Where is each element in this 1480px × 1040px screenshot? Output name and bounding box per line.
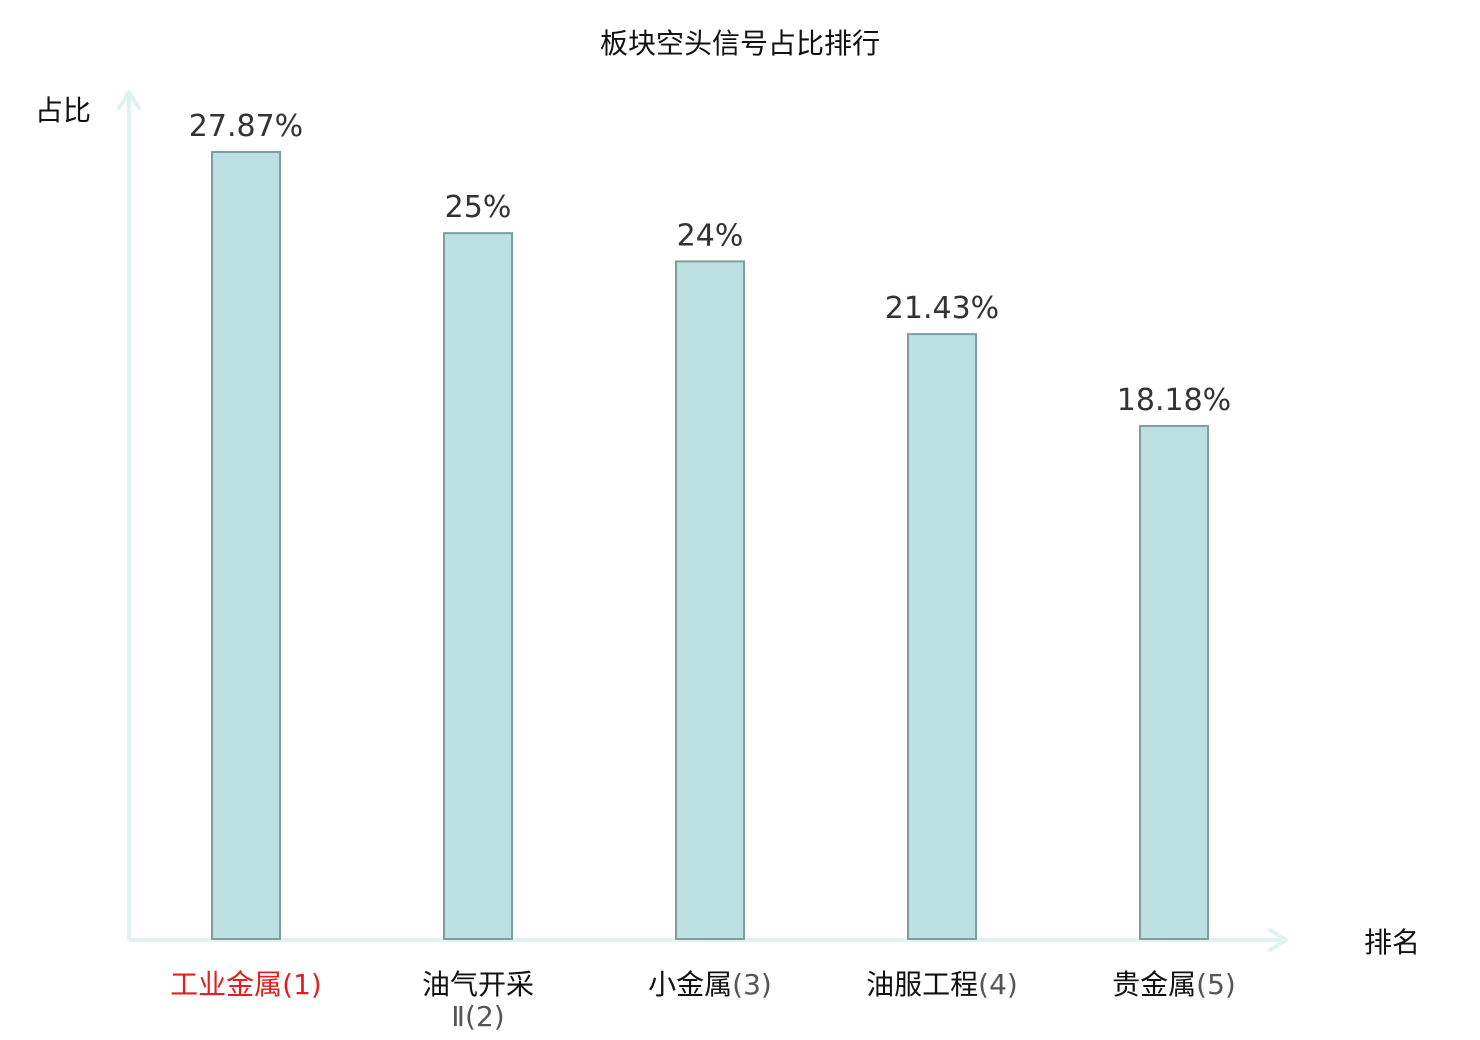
x-tick-category-name: 贵金属 [1112,968,1196,1001]
value-labels-group: 27.87% 25% 24% 21.43% 18.18% [189,109,1231,418]
x-tick-label: 小金属(3) [648,968,772,1001]
x-axis: 排名 [129,926,1420,959]
x-tick-rank: (3) [732,968,772,1001]
x-tick-category-name: 油服工程 [866,968,978,1001]
x-tick-category-name: 小金属 [648,968,732,1001]
x-axis-arrowhead [1268,928,1288,952]
bar [211,151,281,940]
bar [1139,424,1209,940]
bar-value-label: 21.43% [885,291,999,326]
bar-value-label: 18.18% [1117,383,1231,418]
x-tick-label: 贵金属(5) [1112,968,1236,1001]
x-tick-label-line2: Ⅱ(2) [451,1000,504,1033]
x-tick-category-name: 工业金属 [170,968,282,1001]
x-tick-category-name: 油气开采 [422,968,534,1001]
x-tick-label: 工业金属(1) [170,968,322,1001]
y-axis-arrowhead [117,90,141,110]
chart-title: 板块空头信号占比排行 [600,27,880,60]
bar [675,260,745,940]
x-axis-label: 排名 [1364,926,1420,959]
x-tick-rank: (4) [978,968,1018,1001]
x-tick-rank: (5) [1196,968,1236,1001]
bar-value-label: 25% [445,190,512,225]
bar-value-label: 24% [677,218,744,253]
y-axis-label: 占比 [35,94,91,127]
x-tick-rank: (2) [465,1000,505,1033]
x-tick-label: 油服工程(4) [866,968,1018,1001]
bar [907,333,977,940]
bars-group [211,151,1209,941]
bar-value-label: 27.87% [189,109,303,144]
x-tick-rank: (1) [282,968,322,1001]
y-axis: 占比 [35,90,141,940]
x-tick-label: 油气开采 [422,968,534,1001]
x-tick-category-name-cont: Ⅱ [451,1000,465,1033]
bar [443,232,513,941]
